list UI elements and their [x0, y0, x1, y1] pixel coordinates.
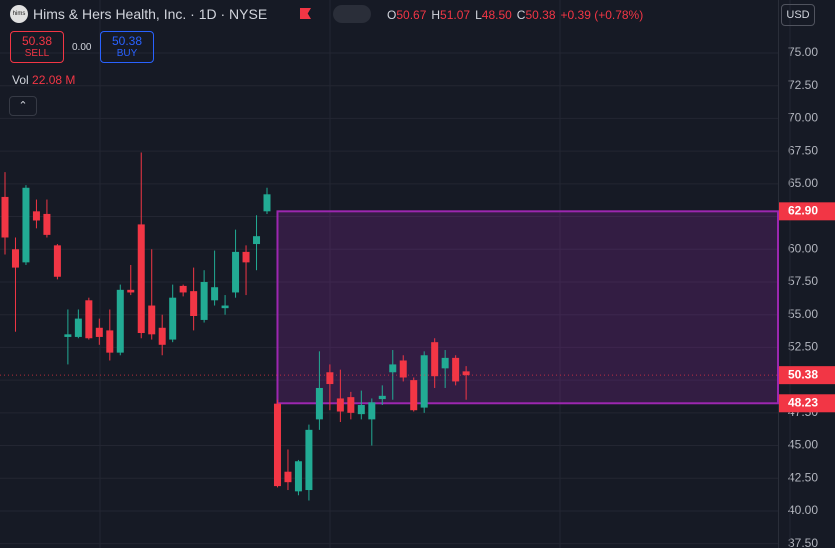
ohlc-legend: O50.67 H51.07 L48.50 C50.38 +0.39 (+0.78%) [387, 8, 643, 22]
candle-body [74, 318, 82, 337]
candle-body [420, 355, 428, 408]
y-tick-label: 55.00 [788, 307, 818, 321]
volume: Vol 22.08 M [12, 73, 75, 87]
ohlc-value: 50.67 [396, 8, 427, 22]
ohlc-label: C [516, 8, 526, 22]
y-tick-label: 60.00 [788, 241, 818, 255]
buy-button[interactable]: 50.38 BUY [100, 31, 154, 63]
candle-body [368, 402, 376, 420]
candle-body [462, 371, 470, 376]
ohlc-label: H [431, 8, 441, 22]
ohlc-value: 48.50 [481, 8, 512, 22]
candle-body [200, 281, 208, 320]
y-tick-label: 52.50 [788, 340, 818, 354]
candle-body [1, 196, 9, 238]
buy-price: 50.38 [111, 34, 143, 48]
candle-body [158, 327, 166, 345]
candle-body [211, 287, 219, 301]
candle-body [389, 364, 397, 373]
candle-body [169, 297, 177, 340]
y-tick-label: 72.50 [788, 78, 818, 92]
sell-button[interactable]: 50.38 SELL [10, 31, 64, 63]
candle-body [242, 251, 250, 263]
candle-body [85, 300, 93, 339]
candle-body [441, 357, 449, 369]
price-tag-label: 62.90 [788, 203, 818, 217]
y-tick-label: 45.00 [788, 438, 818, 452]
candle-body [43, 213, 51, 235]
candle-body [95, 327, 103, 337]
candle-body [273, 403, 281, 487]
candle-body [294, 461, 302, 492]
ohlc-label: L [475, 8, 482, 22]
y-tick-label: 42.50 [788, 470, 818, 484]
candle-body [452, 357, 460, 382]
y-tick-label: 75.00 [788, 45, 818, 59]
candle-body [410, 380, 418, 411]
sell-price: 50.38 [21, 34, 53, 48]
candle-body [127, 289, 135, 293]
zone [276, 210, 779, 405]
candle-body [32, 211, 40, 221]
candle-body [357, 404, 365, 415]
y-tick-label: 40.00 [788, 503, 818, 517]
y-tick-label: 65.00 [788, 176, 818, 190]
sell-label: SELL [24, 48, 50, 59]
symbol[interactable]: Hims & Hers Health, Inc. · 1D · NYSE [33, 6, 268, 22]
candle-body [399, 360, 407, 378]
buy-label: BUY [116, 48, 138, 59]
candle-body [378, 395, 386, 400]
volume-label: Vol [12, 73, 29, 87]
change: +0.39 (+0.78%) [560, 8, 644, 22]
candle-body [326, 372, 334, 385]
currency-button[interactable]: USD [781, 4, 815, 26]
collapse-button[interactable]: ⌃ [9, 96, 37, 116]
candle-body [431, 342, 439, 377]
candle-body [315, 387, 323, 420]
ohlc-label: O [387, 8, 397, 22]
candle-body [179, 285, 187, 293]
candle-body [106, 330, 114, 353]
candle-body [347, 397, 355, 413]
candle-body [284, 471, 292, 483]
candle-body [148, 305, 156, 335]
logo: hims [10, 5, 28, 23]
price-tag-label: 48.23 [788, 395, 818, 409]
candle-body [232, 251, 240, 293]
price-tag [779, 202, 835, 221]
candle-body [253, 236, 261, 245]
candle-body [305, 429, 313, 491]
candle-body [53, 245, 61, 277]
candle-body [11, 249, 19, 268]
candle-body [137, 224, 145, 334]
y-tick-label: 57.50 [788, 274, 818, 288]
candle-body [336, 398, 344, 412]
price-tag-label: 50.38 [788, 367, 818, 381]
candle-body [22, 187, 30, 263]
price-tag [779, 366, 835, 385]
spread: 0.00 [72, 42, 92, 53]
volume-value: 22.08 M [32, 73, 76, 87]
y-tick-label: 37.50 [788, 536, 818, 548]
ohlc-value: 51.07 [440, 8, 471, 22]
price-tag [779, 394, 835, 413]
candle-body [116, 289, 124, 353]
y-tick-label: 67.50 [788, 143, 818, 157]
ohlc-value: 50.38 [525, 8, 556, 22]
candle-body [263, 194, 271, 212]
status-pill[interactable] [333, 5, 371, 23]
candle-body [221, 305, 229, 309]
candle-body [64, 334, 72, 337]
flag-icon[interactable] [300, 8, 311, 19]
candle-body [190, 291, 198, 317]
y-tick-label: 70.00 [788, 111, 818, 125]
